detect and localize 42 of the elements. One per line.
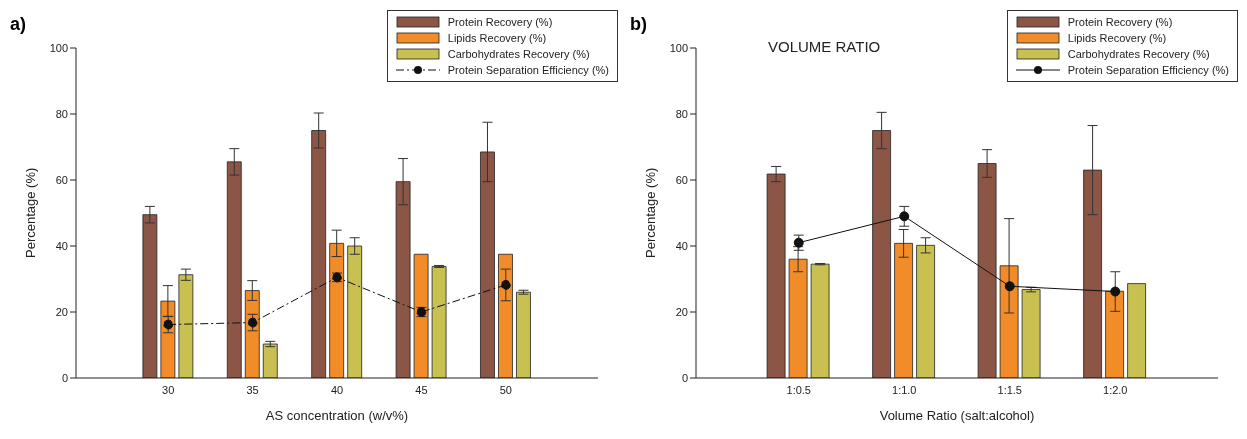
legend-label: Protein Recovery (%) — [1067, 16, 1173, 28]
legend-label: Protein Recovery (%) — [447, 16, 553, 28]
point — [1110, 286, 1121, 297]
point — [1004, 281, 1015, 292]
y-tick-label: 60 — [55, 173, 68, 186]
x-tick-label: 1:1.0 — [892, 383, 917, 396]
y-tick-label: 60 — [675, 173, 688, 186]
y-tick-label: 100 — [669, 41, 688, 54]
text: b) — [630, 14, 647, 35]
x-tick-label: 1:0.5 — [786, 383, 811, 396]
y-axis-title: Percentage (%) — [642, 167, 658, 258]
y-tick-label: 40 — [55, 239, 68, 252]
y-tick-label: 20 — [55, 305, 68, 318]
legend-label: Lipids Recovery (%) — [447, 32, 547, 44]
x-tick-label: 35 — [246, 383, 259, 396]
legend-label: Protein Separation Efficiency (%) — [1067, 64, 1229, 76]
y-tick-label: 80 — [55, 107, 68, 120]
point — [899, 211, 910, 222]
x-tick-label: 1:2.0 — [1103, 383, 1128, 396]
legend-label: Carbohydrates Recovery (%) — [1067, 48, 1210, 60]
x-axis-title: AS concentration (w/v%) — [265, 408, 409, 423]
y-tick-label: 0 — [681, 371, 688, 384]
x-tick-label: 1:1.5 — [997, 383, 1022, 396]
y-tick-label: 40 — [675, 239, 688, 252]
point — [163, 319, 174, 330]
legend-label: Protein Separation Efficiency (%) — [447, 64, 609, 76]
y-tick-label: 0 — [61, 371, 68, 384]
y-axis-title: Percentage (%) — [22, 167, 38, 258]
x-axis-title: Volume Ratio (salt:alcohol) — [879, 408, 1035, 423]
y-tick-label: 20 — [675, 305, 688, 318]
x-tick-label: 45 — [415, 383, 428, 396]
point — [500, 279, 511, 290]
legend-label: Carbohydrates Recovery (%) — [447, 48, 590, 60]
x-tick-label: 30 — [162, 383, 175, 396]
y-tick-label: 80 — [675, 107, 688, 120]
point — [247, 317, 258, 328]
y-tick-label: 100 — [49, 41, 68, 54]
x-tick-label: 50 — [499, 383, 512, 396]
x-tick-label: 40 — [330, 383, 344, 396]
text: a) — [10, 14, 27, 35]
chart-title: VOLUME RATIO — [768, 38, 881, 55]
legend-label: Lipids Recovery (%) — [1067, 32, 1167, 44]
